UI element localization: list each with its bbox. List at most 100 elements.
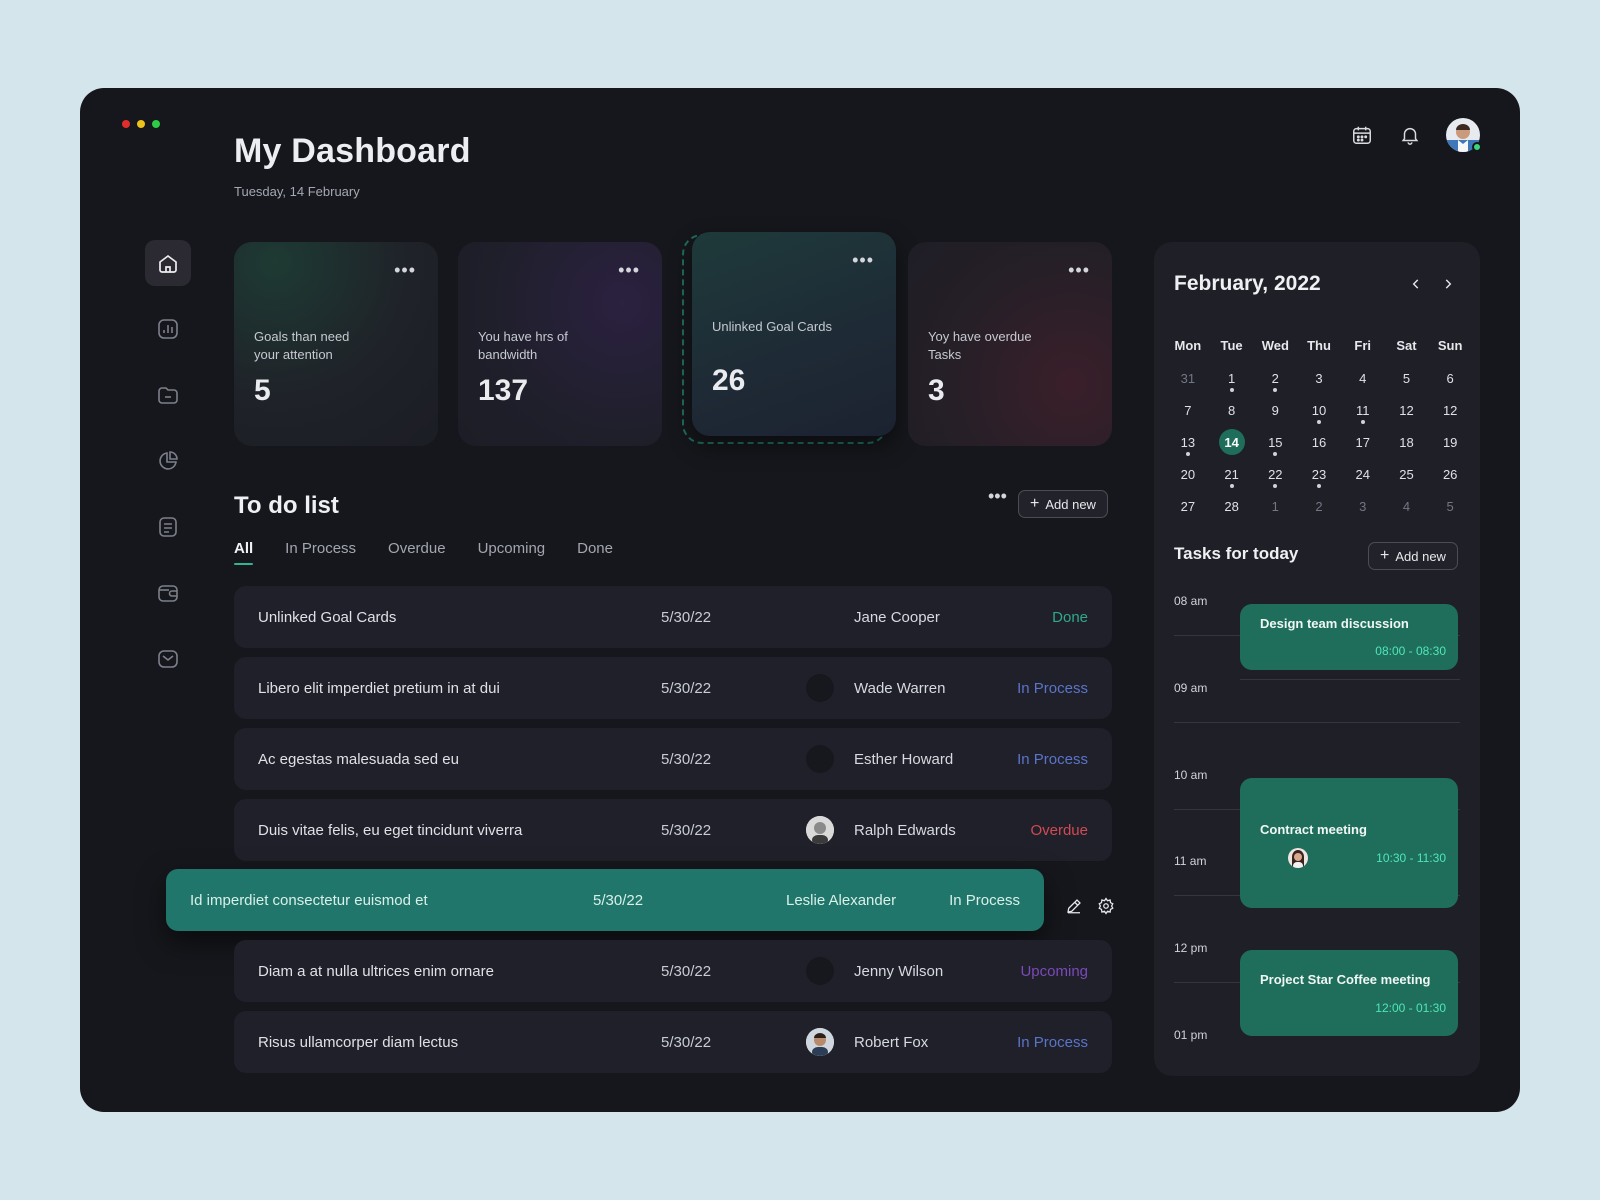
calendar-day[interactable]: 10 xyxy=(1297,394,1341,426)
calendar-day[interactable]: 1 xyxy=(1253,490,1297,522)
tab-done[interactable]: Done xyxy=(577,540,613,557)
calendar-day[interactable]: 2 xyxy=(1297,490,1341,522)
day-number: 4 xyxy=(1359,370,1367,386)
calendar-day[interactable]: 19 xyxy=(1428,426,1472,458)
calendar-day[interactable]: 28 xyxy=(1210,490,1254,522)
edit-icon[interactable] xyxy=(1064,896,1084,916)
bell-icon[interactable] xyxy=(1398,123,1422,147)
day-number: 11 xyxy=(1355,402,1370,418)
event-title: Design team discussion xyxy=(1260,616,1409,631)
half-hour-divider xyxy=(1240,679,1460,680)
calendar-day[interactable]: 4 xyxy=(1385,490,1429,522)
calendar-day[interactable]: 20 xyxy=(1166,458,1210,490)
calendar-day[interactable]: 26 xyxy=(1428,458,1472,490)
table-row-dragging[interactable]: Id imperdiet consectetur euismod et 5/30… xyxy=(166,869,1044,931)
calendar-day[interactable]: 8 xyxy=(1210,394,1254,426)
calendar-day[interactable]: 15 xyxy=(1253,426,1297,458)
calendar-day[interactable]: 5 xyxy=(1385,362,1429,394)
table-row[interactable]: Diam a at nulla ultrices enim ornare 5/3… xyxy=(234,940,1112,1002)
calendar-day[interactable]: 12 xyxy=(1385,394,1429,426)
tab-upcoming[interactable]: Upcoming xyxy=(477,540,546,557)
calendar-day[interactable]: 9 xyxy=(1253,394,1297,426)
stat-card-bandwidth[interactable]: ••• You have hrs of bandwidth 137 xyxy=(458,242,662,446)
sidebar-item-files[interactable] xyxy=(145,372,191,418)
calendar-day[interactable]: 11 xyxy=(1341,394,1385,426)
event-card[interactable]: Contract meeting 10:30 - 11:30 xyxy=(1240,778,1458,908)
table-row[interactable]: Libero elit imperdiet pretium in at dui … xyxy=(234,657,1112,719)
calendar-day[interactable]: 5 xyxy=(1428,490,1472,522)
time-label: 12 pm xyxy=(1174,941,1208,955)
tasks-add-button[interactable]: + Add new xyxy=(1368,542,1458,570)
sidebar-item-mail[interactable] xyxy=(145,636,191,682)
task-title: Ac egestas malesuada sed eu xyxy=(258,750,459,768)
calendar-day[interactable]: 2 xyxy=(1253,362,1297,394)
calendar-day[interactable]: 21 xyxy=(1210,458,1254,490)
more-icon[interactable]: ••• xyxy=(618,260,640,280)
tab-overdue[interactable]: Overdue xyxy=(388,540,446,557)
tab-in-process[interactable]: In Process xyxy=(285,540,357,557)
sidebar-item-documents[interactable] xyxy=(145,504,191,550)
calendar-day[interactable]: 22 xyxy=(1253,458,1297,490)
maximize-dot[interactable] xyxy=(152,120,160,128)
user-avatar[interactable] xyxy=(1446,118,1482,152)
table-row[interactable]: Unlinked Goal Cards 5/30/22 Jane Cooper … xyxy=(234,586,1112,648)
calendar-day[interactable]: 1 xyxy=(1210,362,1254,394)
calendar-day[interactable]: 31 xyxy=(1166,362,1210,394)
header-actions xyxy=(1350,118,1482,152)
calendar-day[interactable]: 13 xyxy=(1166,426,1210,458)
calendar-day[interactable]: 24 xyxy=(1341,458,1385,490)
calendar-day[interactable]: 4 xyxy=(1341,362,1385,394)
page-date: Tuesday, 14 February xyxy=(234,184,360,199)
chevron-right-icon[interactable] xyxy=(1440,276,1456,292)
status-badge: In Process xyxy=(1017,750,1088,768)
calendar-day-today[interactable]: 14 xyxy=(1210,426,1254,458)
table-row[interactable]: Risus ullamcorper diam lectus 5/30/22 Ro… xyxy=(234,1011,1112,1073)
todo-title: To do list xyxy=(234,492,339,519)
stat-card-attention[interactable]: ••• Goals than need your attention 5 xyxy=(234,242,438,446)
mail-icon xyxy=(158,650,178,668)
calendar-day[interactable]: 23 xyxy=(1297,458,1341,490)
calendar-day[interactable]: 25 xyxy=(1385,458,1429,490)
assignee-avatar xyxy=(806,816,834,844)
calendar-day[interactable]: 18 xyxy=(1385,426,1429,458)
sidebar-item-wallet[interactable] xyxy=(145,570,191,616)
more-icon[interactable]: ••• xyxy=(1068,260,1090,280)
calendar-day[interactable]: 17 xyxy=(1341,426,1385,458)
tab-all[interactable]: All xyxy=(234,540,254,565)
gear-icon[interactable] xyxy=(1096,896,1116,916)
calendar-panel: February, 2022 Mon Tue Wed Thu Fri Sat Sun 31 1… xyxy=(1154,242,1480,1076)
minimize-dot[interactable] xyxy=(137,120,145,128)
more-icon[interactable]: ••• xyxy=(852,250,874,270)
sidebar-item-home[interactable] xyxy=(145,240,191,286)
event-card[interactable]: Design team discussion 08:00 - 08:30 xyxy=(1240,604,1458,670)
calendar-day[interactable]: 27 xyxy=(1166,490,1210,522)
stat-value: 137 xyxy=(478,374,529,407)
todo-add-button[interactable]: + Add new xyxy=(1018,490,1108,518)
assignee-avatar xyxy=(806,1028,834,1056)
calendar-day[interactable]: 12 xyxy=(1428,394,1472,426)
calendar-day[interactable]: 6 xyxy=(1428,362,1472,394)
calendar-day[interactable]: 7 xyxy=(1166,394,1210,426)
sidebar-item-analytics[interactable] xyxy=(145,306,191,352)
stat-value: 5 xyxy=(254,374,271,407)
day-number: 7 xyxy=(1184,402,1192,418)
stat-card-overdue[interactable]: ••• Yoy have overdue Tasks 3 xyxy=(908,242,1112,446)
todo-tabs: All In Process Overdue Upcoming Done xyxy=(234,540,613,565)
task-title: Diam a at nulla ultrices enim ornare xyxy=(258,962,494,980)
calendar-day[interactable]: 3 xyxy=(1341,490,1385,522)
close-dot[interactable] xyxy=(122,120,130,128)
table-row[interactable]: Duis vitae felis, eu eget tincidunt vive… xyxy=(234,799,1112,861)
chevron-left-icon[interactable] xyxy=(1408,276,1424,292)
stat-label: Yoy have overdue Tasks xyxy=(928,329,1032,362)
calendar-day[interactable]: 3 xyxy=(1297,362,1341,394)
table-row[interactable]: Ac egestas malesuada sed eu 5/30/22 Esth… xyxy=(234,728,1112,790)
day-number: 24 xyxy=(1355,466,1370,482)
stat-card-unlinked[interactable]: ••• Unlinked Goal Cards 26 xyxy=(692,232,896,436)
calendar-day[interactable]: 16 xyxy=(1297,426,1341,458)
more-icon[interactable]: ••• xyxy=(394,260,416,280)
todo-more-icon[interactable]: ••• xyxy=(988,486,1007,506)
task-assignee: Wade Warren xyxy=(854,679,946,697)
sidebar-item-reports[interactable] xyxy=(145,438,191,484)
event-card[interactable]: Project Star Coffee meeting 12:00 - 01:3… xyxy=(1240,950,1458,1036)
calendar-icon[interactable] xyxy=(1350,123,1374,147)
